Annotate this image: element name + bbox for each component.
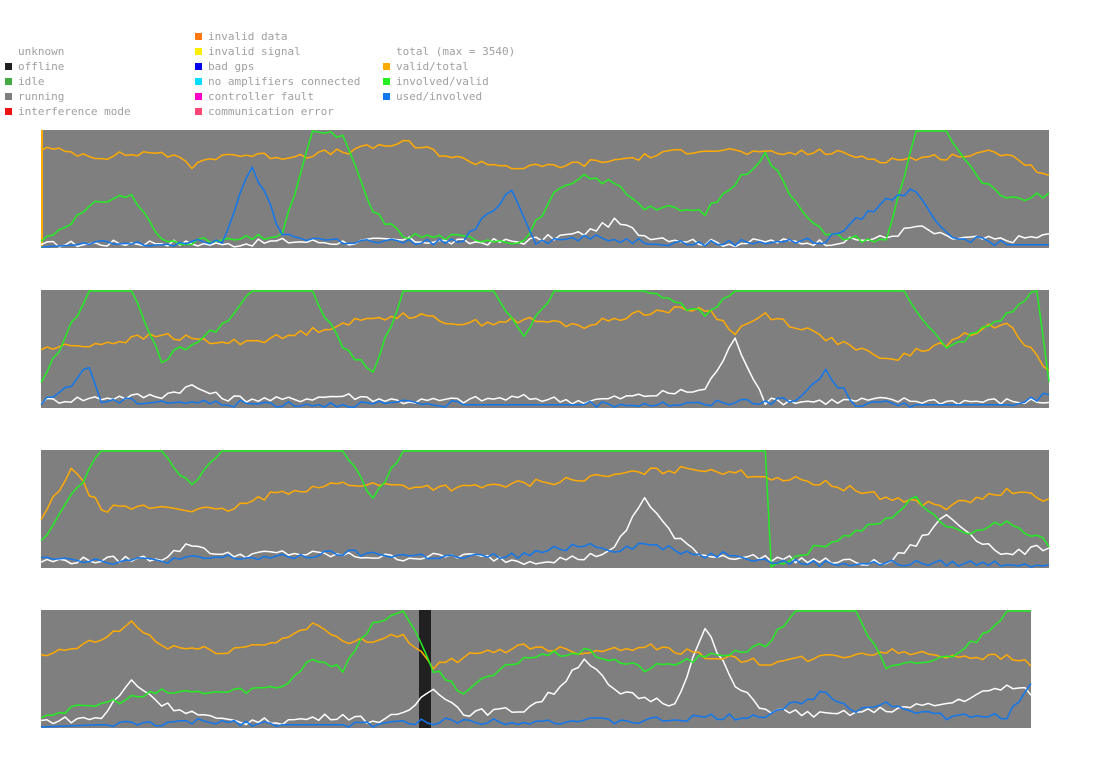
legend-errors: invalid data invalid signal bad gps no a… [195,29,360,119]
legend-item-idle: idle [5,74,45,89]
series-total-line [40,627,1032,726]
offline-span [419,610,431,728]
series-valid-total-line [40,465,1050,520]
legend-item-no-amplifiers: no amplifiers connected [195,74,360,89]
legend-ratios: valid/total involved/valid used/involved [383,59,489,104]
swatch-interference [5,108,12,115]
series-used-involved-line [40,542,1050,568]
legend-label: used/involved [396,90,483,103]
series-valid-total-line [40,620,1032,670]
legend-label: running [18,90,65,103]
legend-label: unknown [18,45,65,58]
legend-item-offline: offline [5,59,64,74]
swatch-controller-fault [195,93,202,100]
legend-item-interference: interference mode [5,104,131,119]
swatch-involved-valid [383,78,390,85]
legend-label: communication error [208,105,334,118]
legend-item-communication-error: communication error [195,104,334,119]
legend-item-unknown: unknown [5,44,64,59]
swatch-communication-error [195,108,202,115]
chart-row-1 [40,130,1050,248]
legend-total: total (max = 3540) [396,45,516,58]
swatch-running [5,93,12,100]
legend-label: controller fault [208,90,314,103]
series-involved-valid-line [40,610,1031,719]
legend-label: valid/total [396,60,469,73]
running-background [41,450,1049,568]
swatch-offline [5,63,12,70]
legend-item-used-involved: used/involved [383,89,482,104]
chart-row-3 [40,450,1050,568]
series-involved-valid-line [40,130,1050,246]
series-total-line [40,217,1050,248]
swatch-invalid-signal [195,48,202,55]
series-involved-valid-line [40,290,1050,383]
legend-item-invalid-signal: invalid signal [195,44,301,59]
series-total-line [40,337,1050,406]
legend-item-involved-valid: involved/valid [383,74,489,89]
legend-label: invalid data [208,30,288,43]
swatch-no-amplifiers [195,78,202,85]
series-involved-valid-line [40,450,1050,568]
legend-item-invalid-data: invalid data [195,29,287,44]
series-used-involved-line [40,366,1050,408]
series-used-involved-line [40,166,1049,248]
legend-label: involved/valid [396,75,489,88]
swatch-idle [5,78,12,85]
swatch-invalid-data [195,33,202,40]
legend-item-bad-gps: bad gps [195,59,254,74]
series-valid-total-line [40,305,1050,372]
swatch-bad-gps [195,63,202,70]
legend-label: interference mode [18,105,131,118]
running-background [41,130,1049,248]
chart-row-2 [40,290,1050,408]
swatch-used-involved [383,93,390,100]
legend-label: bad gps [208,60,255,73]
swatch-valid-total [383,63,390,70]
running-background [41,610,1031,728]
running-background [41,290,1049,408]
legend-label: offline [18,60,65,73]
legend-label: invalid signal [208,45,301,58]
series-used-involved-line [40,682,1032,728]
legend-status: unknown offline idle running interferenc… [5,44,131,119]
legend-item-controller-fault: controller fault [195,89,314,104]
legend-label: no amplifiers connected [208,75,361,88]
unknown-span [41,130,43,248]
legend-item-valid-total: valid/total [383,59,469,74]
legend-label: idle [18,75,45,88]
legend-item-running: running [5,89,64,104]
chart-row-4 [40,610,1032,728]
series-valid-total-line [40,139,1050,177]
